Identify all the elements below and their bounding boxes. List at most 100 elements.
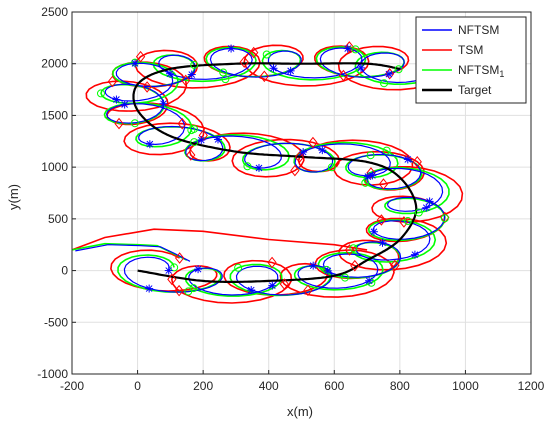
marker-tsm: [376, 214, 387, 226]
marker-nftsm1: [341, 273, 350, 282]
marker-nftsm: [131, 59, 140, 68]
marker-nftsm: [368, 171, 377, 180]
marker-tsm: [107, 75, 118, 88]
x-tick-label: 200: [193, 379, 213, 393]
marker-nftsm1: [96, 89, 105, 98]
marker-nftsm1: [440, 214, 449, 223]
marker-nftsm1: [366, 151, 375, 160]
marker-tsm: [181, 74, 191, 87]
series-line-nftsm1: [100, 46, 450, 297]
marker-tsm: [249, 46, 259, 59]
marker-nftsm: [165, 69, 174, 78]
marker-nftsm: [323, 266, 332, 275]
marker-nftsm1: [414, 208, 423, 217]
marker-nftsm: [403, 155, 412, 164]
series-line-tsm-transient: [72, 228, 368, 251]
marker-nftsm: [369, 227, 378, 236]
marker-nftsm: [112, 95, 121, 104]
marker-tsm: [279, 278, 289, 290]
x-tick-label: 1000: [452, 379, 479, 393]
x-tick-label: 400: [259, 379, 279, 393]
marker-tsm: [167, 273, 177, 286]
marker-tsm: [142, 81, 152, 93]
marker-nftsm1: [189, 284, 198, 293]
y-tick-label: 500: [48, 212, 68, 226]
marker-nftsm1: [367, 278, 376, 287]
marker-tsm: [259, 70, 269, 83]
marker-nftsm: [365, 276, 374, 285]
marker-nftsm1: [187, 126, 196, 135]
marker-tsm: [412, 156, 422, 168]
marker-nftsm: [145, 284, 154, 293]
marker-nftsm1: [243, 162, 252, 171]
marker-nftsm1: [130, 119, 139, 128]
series-line-tsm: [85, 44, 464, 304]
y-tick-label: -500: [44, 315, 68, 329]
y-tick-labels: -1000 -500 0 500 1000 1500 2000 2500: [37, 5, 68, 381]
marker-nftsm: [194, 265, 203, 274]
legend: NFTSM TSM NFTSM1 Target: [415, 16, 527, 104]
marker-nftsm: [214, 135, 223, 144]
marker-tsm: [303, 284, 313, 297]
marker-nftsm: [247, 286, 256, 295]
marker-tsm: [290, 164, 300, 177]
marker-tsm: [366, 167, 376, 179]
plot-frame: [71, 11, 532, 375]
series-line-target: [132, 62, 418, 283]
y-tick-label: 2000: [41, 57, 68, 71]
marker-nftsm1: [403, 217, 412, 226]
x-tick-label: 0: [134, 379, 141, 393]
marker-nftsm: [410, 250, 419, 259]
y-axis-label: y(m): [6, 184, 21, 210]
y-tick-label: 1500: [41, 108, 68, 122]
marker-nftsm: [384, 70, 393, 79]
marker-tsm: [239, 56, 249, 68]
marker-nftsm: [343, 44, 352, 53]
marker-tsm: [338, 69, 349, 82]
y-tick-label: 0: [61, 264, 68, 278]
legend-label: NFTSM: [458, 23, 499, 37]
x-tick-labels: -200 0 200 400 600 800 1000 1200: [60, 379, 545, 393]
legend-label: NFTSM1: [458, 63, 504, 79]
marker-nftsm: [254, 163, 263, 172]
marker-nftsm: [197, 136, 206, 145]
x-axis-label: x(m): [287, 404, 313, 419]
legend-box: [415, 16, 527, 104]
marker-nftsm: [422, 203, 431, 212]
marker-nftsm: [269, 64, 278, 73]
legend-label: Target: [458, 83, 492, 97]
marker-nftsm: [268, 281, 277, 290]
marker-nftsm1: [327, 163, 336, 172]
marker-tsm: [114, 117, 124, 130]
marker-nftsm1: [262, 50, 271, 59]
marker-tsm: [186, 149, 196, 161]
series-line-nftsm: [104, 47, 446, 296]
plot-area: [72, 26, 464, 304]
series-line-nftsm-transient: [75, 244, 191, 262]
marker-nftsm1: [234, 263, 243, 272]
marker-nftsm: [120, 100, 129, 109]
y-tick-label: 1000: [41, 160, 68, 174]
marker-tsm: [267, 256, 277, 269]
marker-nftsm1: [380, 79, 389, 88]
marker-nftsm: [164, 266, 173, 275]
marker-nftsm1: [394, 65, 403, 74]
marker-nftsm1: [349, 244, 358, 253]
marker-tsm: [135, 50, 146, 63]
marker-tsm: [344, 244, 355, 256]
marker-nftsm: [286, 66, 295, 75]
marker-nftsm: [145, 140, 154, 149]
legend-label: TSM: [458, 43, 483, 57]
marker-nftsm: [159, 99, 168, 108]
marker-tsm: [399, 216, 409, 228]
x-tick-label: 1200: [518, 379, 545, 393]
marker-nftsm: [425, 197, 434, 206]
marker-nftsm1: [382, 146, 391, 155]
marker-nftsm: [357, 63, 366, 72]
marker-nftsm: [318, 146, 327, 155]
marker-tsm: [174, 284, 184, 297]
marker-nftsm: [187, 70, 196, 79]
marker-nftsm: [227, 44, 236, 53]
marker-tsm: [350, 259, 360, 272]
